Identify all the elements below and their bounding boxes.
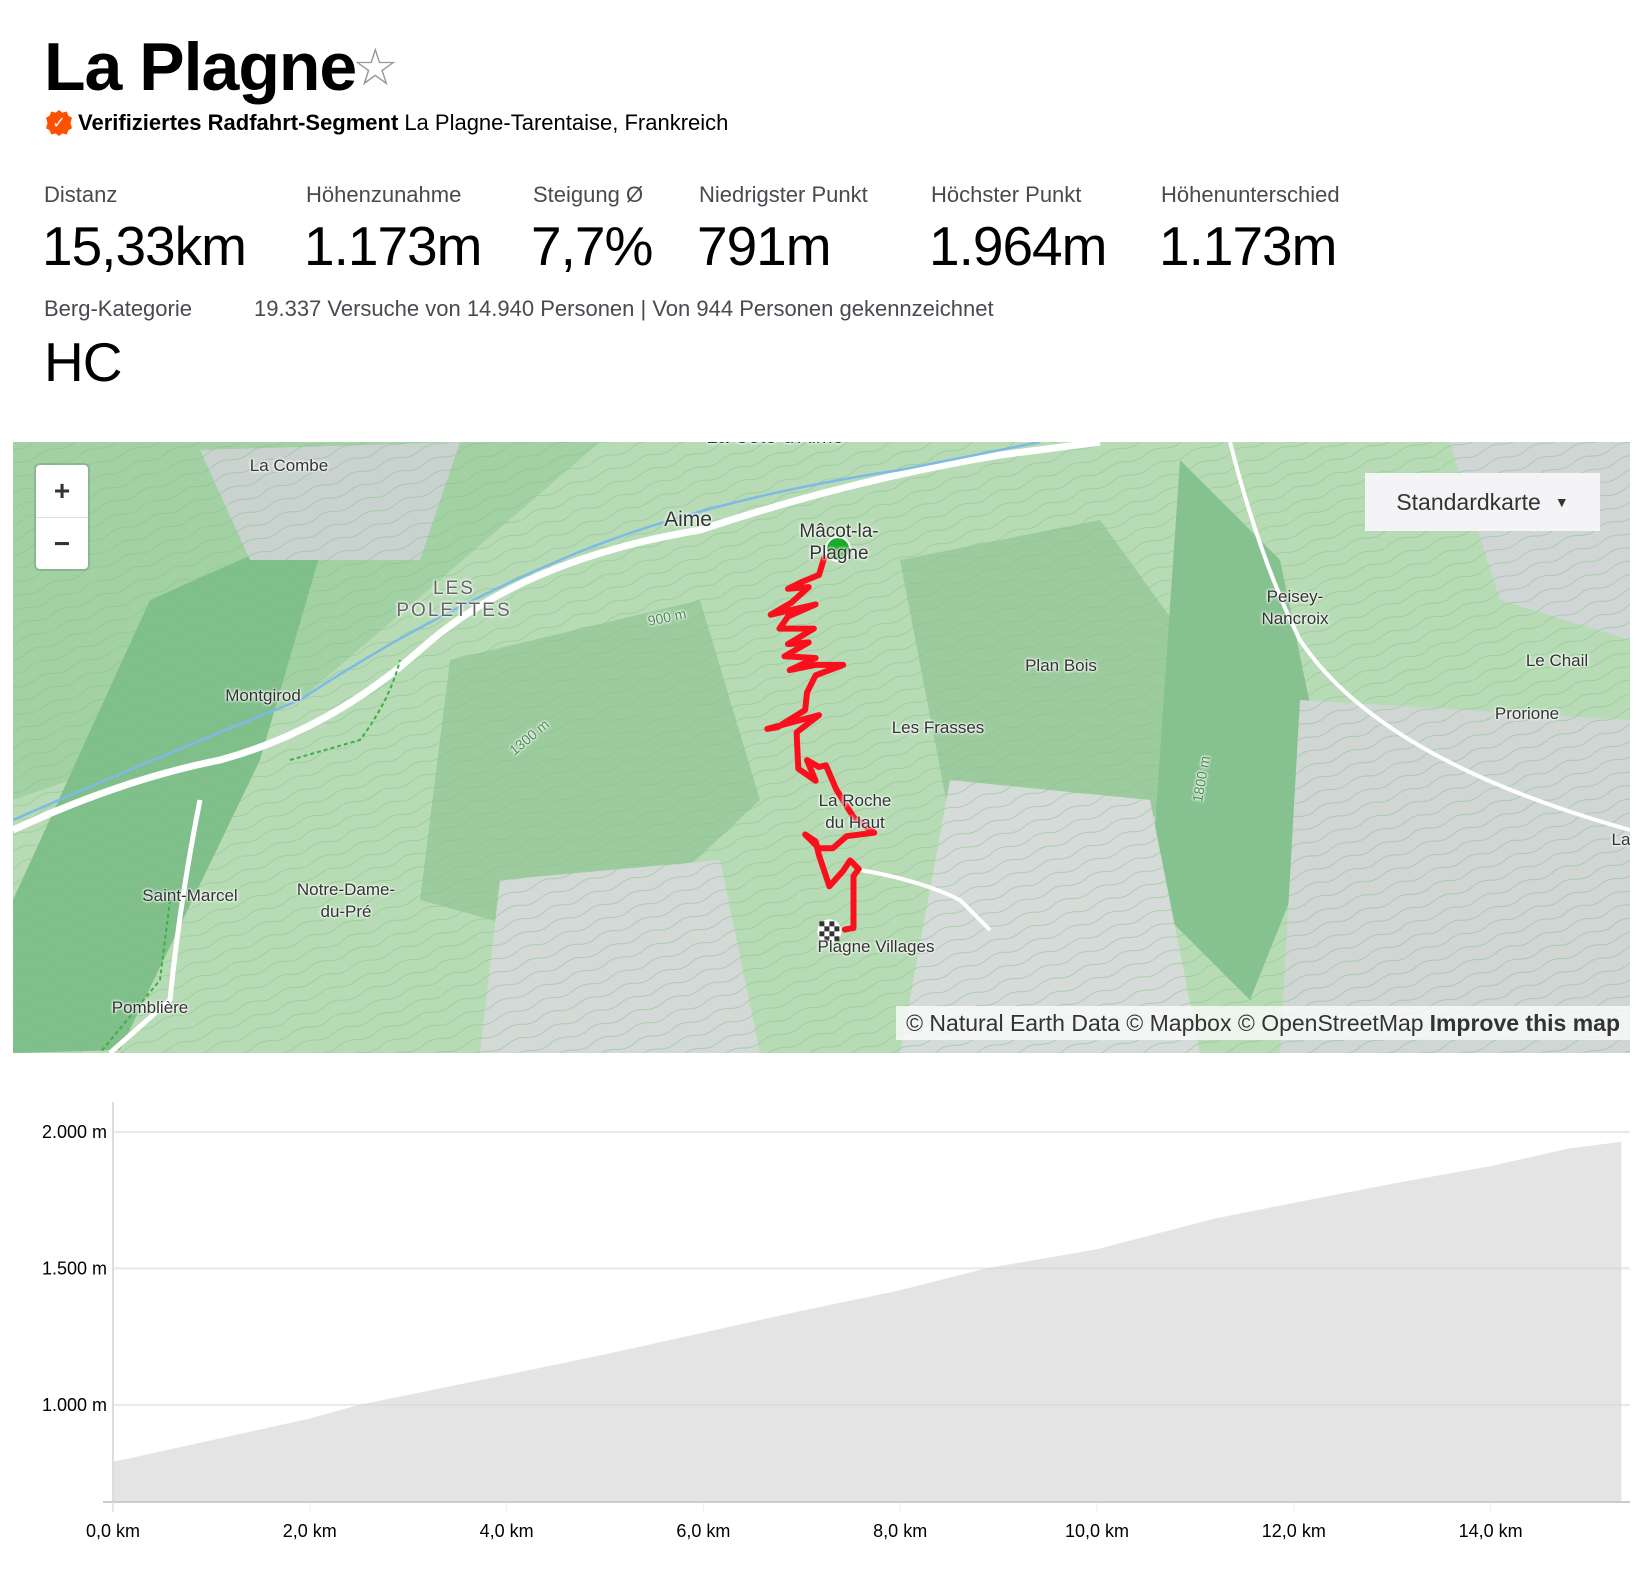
stat-label: Distanz	[44, 182, 118, 207]
map-label-le-chail: Le Chail	[1525, 651, 1589, 670]
attribution-text: © Natural Earth Data © Mapbox © OpenStre…	[906, 1009, 1424, 1036]
map-label-notre-dame: Notre-Dame- du-Pré	[296, 880, 396, 921]
x-tick-label: 10,0 km	[1065, 1521, 1129, 1541]
map-type-label: Standardkarte	[1396, 488, 1541, 515]
map-label-peisey: Peisey- Nancroix	[1261, 587, 1329, 628]
segment-route	[764, 554, 878, 933]
y-tick-label: 2.000 m	[42, 1122, 107, 1142]
map-label-plagne-villages: Plagne Villages	[817, 937, 935, 956]
map-label-la: La	[1611, 830, 1630, 849]
map-label-les-polettes: LES POLETTES	[396, 578, 512, 621]
stat-value: 1.173m	[1159, 215, 1337, 277]
verified-badge-icon: ✓	[46, 110, 72, 136]
star-outline-icon[interactable]: ☆	[352, 39, 399, 97]
segment-subtitle: ✓ Verifiziertes Radfahrt-Segment La Plag…	[46, 110, 728, 136]
map-label-les-frasses: Les Frasses	[891, 718, 985, 737]
attempts-text: 19.337 Versuche von 14.940 Personen | Vo…	[254, 296, 994, 321]
map-label-plan-bois: Plan Bois	[1025, 656, 1097, 675]
stat-value: 1.173m	[304, 215, 482, 277]
improve-map-link[interactable]: Improve this map	[1429, 1009, 1620, 1036]
x-tick-label: 0,0 km	[86, 1521, 140, 1541]
map-label-pombliere: Pomblière	[111, 998, 189, 1017]
segment-location: La Plagne-Tarentaise, Frankreich	[404, 110, 729, 135]
stat-label: Höhenzunahme	[306, 182, 462, 207]
elevation-chart[interactable]: 1.000 m 1.500 m 2.000 m 0,0 km 2,0 km 4,0 km 6…	[0, 1080, 1640, 1570]
x-tick-label: 14,0 km	[1459, 1521, 1523, 1541]
map-attribution: © Natural Earth Data © Mapbox © OpenStre…	[896, 1006, 1630, 1040]
stat-label: Steigung Ø	[533, 182, 644, 207]
map-label-macot: Mâcot-la- Plagne	[799, 521, 879, 564]
x-tick-label: 6,0 km	[676, 1521, 730, 1541]
start-marker	[825, 536, 851, 562]
stat-label: Höhenunterschied	[1161, 182, 1340, 207]
x-tick-label: 8,0 km	[873, 1521, 927, 1541]
y-tick-label: 1.000 m	[42, 1395, 107, 1415]
map-label-roche-du-haut: La Roche du Haut	[818, 791, 892, 832]
stat-label: Niedrigster Punkt	[699, 182, 868, 207]
y-tick-label: 1.500 m	[42, 1258, 107, 1278]
stat-value: 791m	[697, 215, 832, 277]
finish-flag-icon	[817, 919, 842, 944]
map-label-aime: Aime	[664, 508, 712, 531]
map-label-la-combe: La Combe	[249, 456, 329, 475]
elevation-area	[113, 1141, 1622, 1502]
map-label-prorione: Prorione	[1494, 704, 1560, 723]
category-label: Berg-Kategorie	[44, 296, 192, 321]
x-tick-label: 2,0 km	[283, 1521, 337, 1541]
stat-value: 15,33km	[42, 215, 247, 277]
stat-value: 7,7%	[531, 215, 653, 277]
zoom-out-button[interactable]: −	[36, 517, 88, 570]
zoom-controls: + −	[36, 465, 88, 569]
stat-value: 1.964m	[929, 215, 1107, 277]
stat-label: Höchster Punkt	[931, 182, 1082, 207]
verified-label: Verifiziertes Radfahrt-Segment	[78, 110, 399, 135]
caret-down-icon: ▼	[1554, 494, 1569, 510]
segment-map[interactable]: La Côte-d'Aime La Combe Aime Mâcot-la- Plag…	[13, 442, 1630, 1053]
map-label-cote-daime: La Côte-d'Aime	[706, 442, 843, 448]
segment-title: La Plagne	[44, 29, 357, 105]
x-tick-label: 12,0 km	[1262, 1521, 1326, 1541]
map-type-dropdown[interactable]: Standardkarte ▼	[1365, 473, 1600, 531]
map-label-saint-marcel: Saint-Marcel	[142, 886, 238, 905]
x-tick-label: 4,0 km	[480, 1521, 534, 1541]
map-canvas[interactable]	[13, 442, 1630, 1053]
category-value: HC	[44, 331, 122, 393]
map-label-montgirod: Montgirod	[225, 686, 301, 705]
zoom-in-button[interactable]: +	[53, 475, 71, 506]
